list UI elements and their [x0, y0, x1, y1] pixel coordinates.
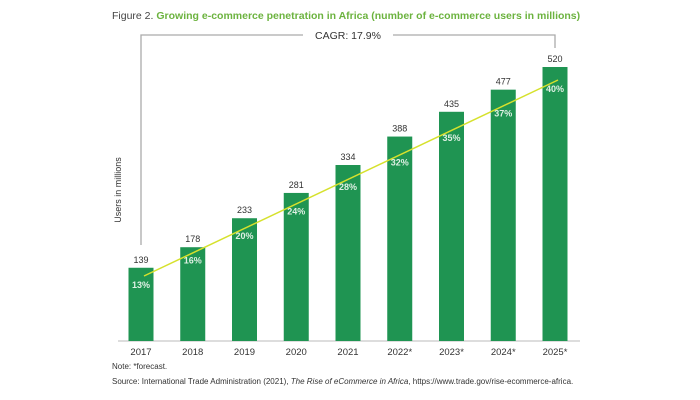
- cagr-label: CAGR: 17.9%: [315, 30, 381, 42]
- note: Note: *forecast.: [112, 362, 168, 371]
- x-tick-label: 2018: [182, 347, 203, 358]
- title-text: Growing e-commerce penetration in Africa…: [156, 10, 581, 22]
- bar-2023*: [439, 111, 464, 342]
- value-label: 178: [185, 234, 200, 244]
- penetration-label: 20%: [235, 231, 253, 241]
- source: Source: International Trade Administrati…: [112, 377, 573, 386]
- penetration-label: 32%: [391, 158, 409, 168]
- figure-label: Figure 2.: [112, 10, 154, 22]
- bar-2018: [180, 247, 206, 341]
- penetration-label: 35%: [442, 133, 460, 143]
- value-label: 334: [340, 152, 355, 162]
- bar-2019: [232, 218, 257, 341]
- value-label: 281: [289, 180, 304, 190]
- penetration-label: 40%: [546, 84, 564, 94]
- x-tick-label: 2019: [234, 347, 255, 358]
- x-tick-label: 2021: [337, 347, 358, 358]
- penetration-label: 37%: [494, 109, 512, 119]
- source-prefix: Source: International Trade Administrati…: [112, 377, 291, 386]
- x-tick-label: 2020: [286, 347, 307, 358]
- source-title: The Rise of eCommerce in Africa: [290, 377, 409, 386]
- source-suffix: , https://www.trade.gov/rise-ecommerce-a…: [408, 377, 574, 386]
- penetration-label: 28%: [339, 182, 357, 192]
- trend-line: [143, 79, 559, 277]
- bar-2021: [335, 165, 361, 341]
- bar-2022*: [387, 136, 413, 341]
- value-label: 139: [133, 255, 148, 265]
- penetration-label: 16%: [184, 256, 202, 266]
- value-label: 233: [237, 205, 252, 215]
- x-tick-label: 2022*: [387, 347, 412, 358]
- value-label: 477: [496, 77, 511, 87]
- value-label: 435: [444, 99, 459, 109]
- y-axis-label: Users in millions: [113, 157, 123, 223]
- x-tick-label: 2023*: [439, 347, 464, 358]
- penetration-label: 13%: [132, 280, 150, 290]
- bar-2025*: [542, 67, 568, 341]
- x-tick-label: 2025*: [543, 347, 568, 358]
- bar-2017: [128, 267, 154, 341]
- chart-title: Figure 2. Growing e-commerce penetration…: [112, 10, 580, 22]
- penetration-label: 24%: [287, 207, 305, 217]
- value-label: 520: [547, 54, 562, 64]
- bar-2020: [283, 192, 309, 341]
- cagr-label-bg: [303, 28, 393, 42]
- bar-2024*: [490, 89, 516, 342]
- value-label: 388: [392, 124, 407, 134]
- x-tick-label: 2017: [130, 347, 151, 358]
- x-tick-label: 2024*: [491, 347, 516, 358]
